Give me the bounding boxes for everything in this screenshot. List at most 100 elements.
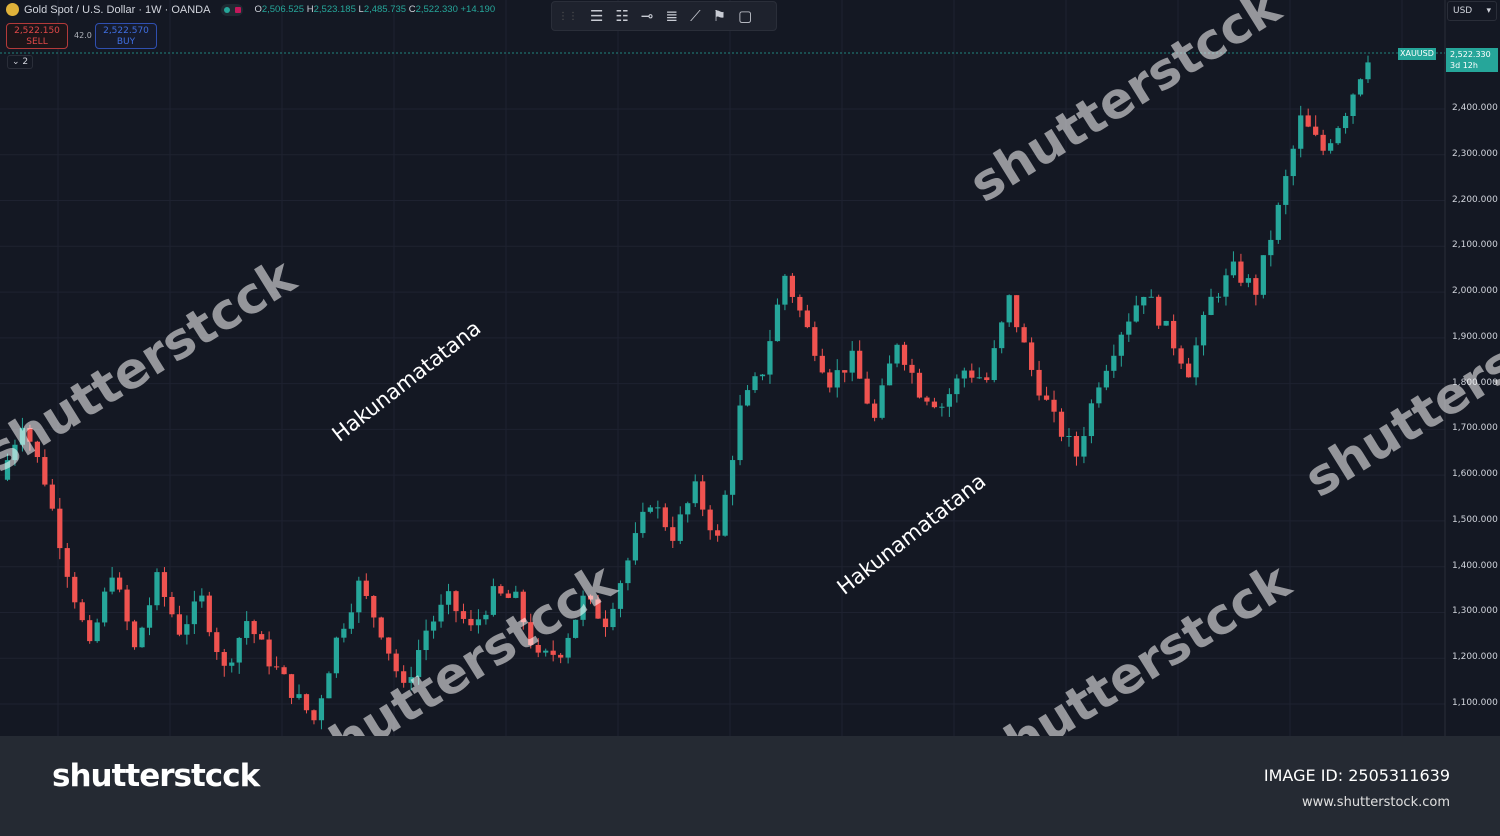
candle-body: [259, 634, 265, 640]
candle-body: [438, 604, 444, 622]
chart-area[interactable]: Gold Spot / U.S. Dollar · 1W · OANDA O 2,…: [0, 0, 1500, 789]
candle-body: [1058, 411, 1065, 437]
image-id: IMAGE ID: 2505311639: [1263, 766, 1450, 785]
candle-body: [124, 589, 130, 622]
candle-body: [348, 612, 354, 629]
parallel-channel-icon[interactable]: ☷: [615, 7, 629, 25]
candle-body: [109, 577, 115, 592]
candle-body: [251, 621, 257, 635]
chevron-down-icon: ▾: [1486, 6, 1491, 16]
shutterstock-logo: shutterstᴄck: [52, 758, 260, 794]
candle-body: [318, 698, 325, 721]
candle-body: [901, 344, 908, 365]
candle-body: [12, 444, 18, 461]
collapse-indicators-button[interactable]: ⌄ 2: [7, 55, 34, 69]
candle-body: [191, 601, 197, 625]
candle-body: [1320, 134, 1326, 151]
candle-body: [1245, 278, 1252, 283]
candle-body: [94, 622, 100, 642]
symbol-title[interactable]: Gold Spot / U.S. Dollar · 1W · OANDA: [24, 3, 211, 16]
candle-body: [1118, 334, 1124, 356]
candle-body: [445, 591, 452, 605]
candle-body: [1014, 295, 1020, 328]
candle-body: [1103, 370, 1109, 388]
data-icon: [234, 6, 241, 13]
candle-body: [34, 441, 40, 458]
rectangle-icon[interactable]: ▢: [738, 7, 753, 25]
candle-body: [296, 694, 302, 698]
candle-body: [1111, 355, 1117, 371]
candle-body: [1193, 345, 1199, 378]
sell-button[interactable]: 2,522.150 SELL: [6, 23, 68, 49]
candle-body: [662, 507, 668, 528]
candle-body: [999, 322, 1005, 349]
buy-button[interactable]: 2,522.570 BUY: [95, 23, 157, 49]
candle-body: [1223, 275, 1229, 297]
candle-body: [206, 595, 212, 633]
candle-body: [169, 596, 175, 615]
candle-body: [288, 674, 295, 698]
candle-body: [408, 677, 414, 683]
symbol-header: Gold Spot / U.S. Dollar · 1W · OANDA O 2,…: [6, 3, 495, 16]
candle-body: [1238, 261, 1244, 283]
candle-body: [655, 507, 661, 509]
currency-value: USD: [1453, 6, 1473, 16]
price-tick-label: 2,000.000: [1452, 286, 1498, 297]
candle-body: [184, 624, 190, 635]
candle-body: [946, 394, 952, 407]
candle-body: [1021, 327, 1027, 343]
candle-body: [984, 377, 990, 381]
bar-countdown: 3d 12h: [1450, 61, 1478, 70]
candle-body: [199, 595, 205, 602]
candle-body: [752, 376, 758, 391]
candle-body: [969, 370, 975, 378]
open-label: O: [254, 4, 262, 15]
trend-line-icon[interactable]: ⟋: [690, 7, 701, 25]
sell-price: 2,522.150: [14, 26, 60, 36]
candle-body: [1036, 369, 1042, 396]
site-url: www.shutterstock.com: [1301, 795, 1450, 810]
candle-body: [363, 580, 369, 596]
candle-body: [625, 560, 631, 584]
candle-body: [236, 637, 242, 663]
candle-body: [1178, 348, 1184, 364]
last-price: 2,522.330: [1450, 50, 1491, 59]
candle-body: [1350, 94, 1356, 117]
candle-body: [161, 572, 168, 597]
candle-body: [176, 614, 183, 635]
candle-body: [423, 630, 429, 651]
candle-body: [281, 667, 287, 675]
candle-body: [356, 580, 362, 613]
candle-body: [1342, 116, 1349, 129]
sell-label: SELL: [26, 37, 48, 47]
change-value: +14.190: [460, 4, 496, 15]
candle-body: [909, 364, 915, 373]
price-tick-label: 1,100.000: [1452, 698, 1498, 708]
long-position-icon[interactable]: ⚑: [712, 7, 727, 25]
low-value: 2,485.735: [363, 4, 407, 15]
candle-body: [685, 503, 691, 515]
candle-body: [1006, 295, 1012, 323]
currency-select[interactable]: USD ▾: [1447, 1, 1497, 21]
candle-body: [931, 401, 938, 408]
candle-body: [430, 621, 437, 631]
candle-body: [371, 595, 377, 618]
candle-body: [1260, 255, 1266, 295]
candlestick-plot[interactable]: [0, 0, 1500, 736]
candle-body: [453, 591, 459, 612]
candle-body: [729, 460, 736, 495]
drag-handle-icon[interactable]: ⋮⋮: [558, 10, 578, 22]
candle-body: [505, 593, 511, 598]
candle-body: [715, 530, 721, 536]
candle-body: [1208, 296, 1214, 315]
fib-retracement-icon[interactable]: ☰: [590, 7, 604, 25]
candle-body: [1290, 148, 1296, 177]
horizontal-line-icon[interactable]: ⊸: [640, 7, 654, 25]
candle-body: [722, 494, 728, 536]
candle-body: [303, 694, 310, 711]
low-label: L: [358, 4, 364, 15]
lines-icon[interactable]: ≣: [665, 7, 679, 25]
candle-body: [916, 372, 923, 398]
candle-body: [4, 460, 11, 480]
candle-body: [139, 627, 145, 648]
